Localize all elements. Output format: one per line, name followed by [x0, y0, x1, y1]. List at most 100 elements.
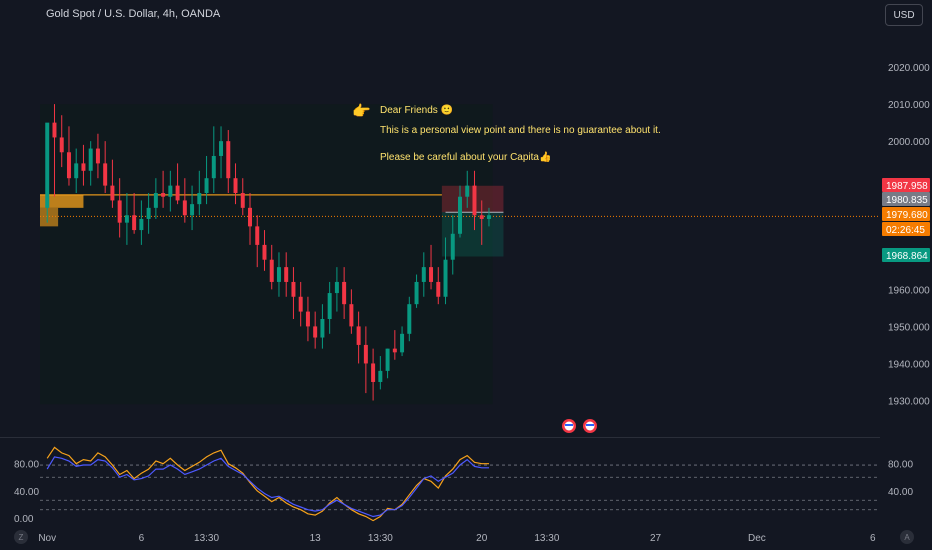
candle-body	[66, 152, 71, 179]
candle-body	[175, 185, 180, 201]
price-tag	[882, 207, 930, 221]
price-tag	[882, 178, 930, 192]
candle-body	[443, 259, 448, 297]
x-tick-label: 6	[139, 533, 145, 544]
candle-body	[88, 148, 93, 171]
candle-body	[313, 326, 318, 338]
price-tag-label: 1968.864	[886, 251, 928, 262]
y-tick-label: 1930.000	[888, 397, 930, 408]
candle-body	[276, 267, 281, 282]
candle-body	[363, 344, 368, 364]
candle-body	[356, 326, 361, 345]
indicator-right-tick: 40.00	[888, 487, 913, 498]
candle-body	[327, 293, 332, 319]
candle-body	[124, 215, 129, 223]
indicator-left-tick: 0.00	[14, 514, 34, 525]
indicator-left-tick: 80.00	[14, 460, 39, 471]
candle-body	[52, 122, 57, 138]
candle-body	[479, 215, 484, 219]
candle-body	[182, 200, 187, 216]
x-tick-label: Nov	[38, 533, 56, 544]
chart-title: Gold Spot / U.S. Dollar, 4h, OANDA	[46, 8, 221, 20]
candle-body	[392, 348, 397, 353]
candle-body	[211, 155, 216, 179]
price-tag-label: 1987.958	[886, 181, 928, 192]
y-tick-label: 2000.000	[888, 137, 930, 148]
indicator-right-tick: 80.00	[888, 460, 913, 471]
currency-button[interactable]: USD	[885, 4, 923, 26]
candle-body	[74, 163, 79, 179]
candle-body	[139, 218, 144, 231]
y-tick-label: 1940.000	[888, 359, 930, 370]
price-tag	[882, 248, 930, 262]
candle-body	[146, 207, 151, 219]
price-tag-label: 1979.680	[886, 210, 928, 221]
candle-body	[458, 196, 462, 234]
candle-body	[320, 318, 325, 338]
candle-body	[81, 163, 86, 171]
candle-body	[248, 207, 252, 227]
annotation-line-1: Dear Friends 🙂	[380, 105, 454, 116]
candle-body	[334, 281, 339, 294]
candle-body	[45, 122, 50, 208]
candle-body	[450, 233, 455, 260]
annotation-line-2: This is a personal view point and there …	[380, 125, 661, 136]
x-tick-label: 13:30	[368, 533, 393, 544]
y-tick-label: 2020.000	[888, 63, 930, 74]
indicator-series-line	[46, 456, 489, 518]
indicator-series-line	[46, 446, 489, 522]
price-tag	[882, 222, 930, 236]
candle-body	[59, 137, 64, 153]
price-tag	[882, 192, 930, 206]
candle-body	[161, 193, 166, 197]
candle-body	[436, 281, 441, 297]
price-tag-label: 02:26:45	[886, 225, 925, 236]
candle-body	[233, 178, 238, 194]
us-flag-event-icon-stripe	[565, 424, 573, 426]
y-tick-label: 1960.000	[888, 285, 930, 296]
y-tick-label: 1950.000	[888, 322, 930, 333]
pointing-hand-icon: 👉	[352, 103, 371, 120]
candle-body	[204, 178, 209, 194]
candle-body	[349, 304, 354, 327]
candle-body	[226, 141, 231, 179]
candle-body	[153, 193, 158, 208]
candle-body	[371, 363, 376, 382]
auto-scale-button[interactable]: A	[900, 530, 914, 544]
candle-body	[132, 215, 137, 231]
candle-body	[378, 370, 383, 382]
candle-body	[103, 163, 108, 186]
candle-body	[298, 296, 303, 312]
x-tick-label: 13	[310, 533, 322, 544]
candle-body	[342, 281, 347, 305]
candle-body	[291, 281, 296, 297]
candle-body	[284, 267, 289, 282]
annotation-line-3: Please be careful about your Capita👍	[380, 152, 552, 163]
candle-body	[168, 185, 173, 197]
candle-body	[190, 204, 195, 216]
candle-body	[421, 267, 426, 282]
candle-body	[407, 304, 412, 334]
indicator-left-tick: 40.00	[14, 487, 39, 498]
y-tick-label: 2010.000	[888, 100, 930, 111]
candle-body	[400, 333, 405, 353]
zoom-button[interactable]: Z	[14, 530, 28, 544]
x-tick-label: 13:30	[534, 533, 559, 544]
candle-body	[219, 141, 224, 156]
candle-body	[414, 281, 419, 305]
candle-body	[262, 244, 267, 260]
candle-body	[255, 226, 260, 245]
candle-body	[95, 148, 100, 164]
x-tick-label: 6	[870, 533, 876, 544]
x-tick-label: 13:30	[194, 533, 219, 544]
candle-body	[240, 193, 245, 208]
candle-body	[486, 215, 491, 219]
x-tick-label: Dec	[748, 533, 766, 544]
us-flag-event-icon-stripe	[586, 424, 594, 426]
supply-zone	[40, 194, 84, 208]
price-tag-label: 1980.835	[886, 195, 928, 206]
candle-body	[385, 348, 390, 371]
candle-body	[197, 193, 202, 205]
candle-body	[110, 185, 115, 201]
